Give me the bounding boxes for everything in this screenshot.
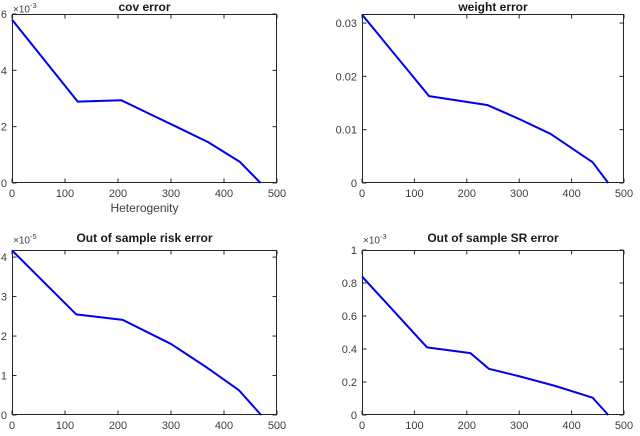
x-tick-label: 100	[405, 188, 423, 200]
y-tick-label: 0	[1, 410, 7, 422]
axes-box	[12, 250, 277, 415]
y-tick-label: 0.2	[342, 377, 357, 389]
x-tick-label: 0	[9, 420, 15, 432]
data-line	[361, 13, 610, 184]
y-exponent-cov-error: ×10-3	[13, 1, 37, 15]
x-tick-label: 500	[615, 188, 633, 200]
axes-box	[12, 14, 277, 183]
x-tick-label: 100	[56, 188, 74, 200]
x-tick-label: 400	[562, 188, 580, 200]
y-exponent-base: ×10	[363, 235, 380, 247]
data-line	[11, 249, 262, 416]
x-tick-label: 200	[458, 188, 476, 200]
x-tick-label: 500	[268, 420, 286, 432]
y-tick-label: 3	[1, 292, 7, 304]
x-tick-label: 0	[359, 420, 365, 432]
x-tick-label: 200	[109, 420, 127, 432]
y-tick-label: 0.8	[342, 278, 357, 290]
y-exponent-risk-error: ×10-5	[13, 232, 37, 246]
data-line	[361, 275, 610, 416]
x-axis-label-heterogenity: Heterogenity	[110, 201, 179, 215]
plot-title-cov-error: cov error	[118, 0, 171, 14]
y-tick-label: 0	[351, 178, 357, 190]
y-tick-label: 4	[1, 65, 7, 77]
data-line	[11, 19, 262, 184]
x-tick-label: 500	[268, 188, 286, 200]
y-tick-label: 0	[351, 410, 357, 422]
y-exponent-power: -3	[29, 1, 37, 10]
y-tick-label: 0.02	[336, 71, 357, 83]
x-tick-label: 400	[562, 420, 580, 432]
x-tick-label: 300	[162, 188, 180, 200]
x-tick-label: 200	[109, 188, 127, 200]
x-tick-label: 200	[458, 420, 476, 432]
y-exponent-base: ×10	[13, 4, 30, 16]
y-tick-label: 4	[1, 252, 7, 264]
y-tick-label: 0.4	[342, 344, 357, 356]
y-tick-label: 0.6	[342, 311, 357, 323]
x-tick-label: 300	[510, 188, 528, 200]
y-tick-label: 6	[1, 9, 7, 21]
x-tick-label: 400	[215, 420, 233, 432]
y-exponent-base: ×10	[13, 235, 30, 247]
axes-box	[362, 14, 624, 183]
x-tick-label: 500	[615, 420, 633, 432]
x-tick-label: 100	[405, 420, 423, 432]
x-tick-label: 0	[359, 188, 365, 200]
plot-title-weight-error: weight error	[458, 0, 528, 14]
plot-area-risk-error: 0 100 200 300 400 500 0 1 2 3 4	[1, 249, 286, 432]
y-exponent-power: -3	[379, 232, 387, 241]
plot-area-weight-error: 0 100 200 300 400 500 0 0.01 0.02 0.03	[336, 13, 633, 200]
plot-title-sr-error: Out of sample SR error	[427, 231, 559, 245]
y-exponent-power: -5	[29, 232, 37, 241]
y-tick-label: 1	[1, 371, 7, 383]
x-tick-label: 0	[9, 188, 15, 200]
y-tick-label: 2	[1, 331, 7, 343]
y-tick-label: 1	[351, 245, 357, 257]
axes-box	[362, 250, 624, 415]
y-tick-label: 0	[1, 178, 7, 190]
y-tick-label: 0.01	[336, 125, 357, 137]
x-tick-label: 300	[162, 420, 180, 432]
y-tick-label: 0.03	[336, 18, 357, 30]
plot-area-sr-error: 0 100 200 300 400 500 0 0.2 0.4 0.6 0.8 1	[342, 245, 633, 432]
x-tick-label: 300	[510, 420, 528, 432]
plot-title-risk-error: Out of sample risk error	[76, 231, 213, 245]
x-tick-label: 100	[56, 420, 74, 432]
plot-area-cov-error: 0 100 200 300 400 500 0 2 4 6	[1, 9, 286, 200]
y-tick-label: 2	[1, 122, 7, 134]
x-tick-label: 400	[215, 188, 233, 200]
y-exponent-sr-error: ×10-3	[363, 232, 387, 246]
